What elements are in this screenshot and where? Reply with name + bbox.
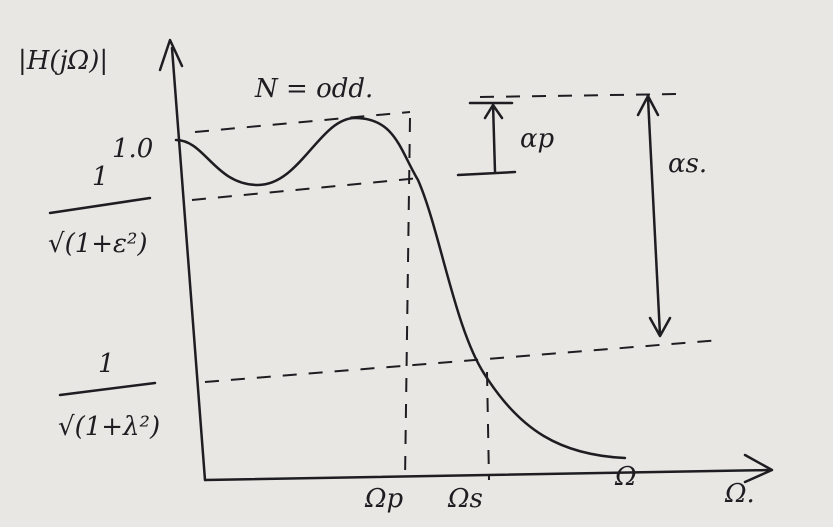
alpha-p: αp <box>520 124 555 154</box>
x-mark: Ωp <box>364 484 404 514</box>
x-mark: Ωs <box>447 484 483 514</box>
diagram: |H(jΩ)| N = odd. 1.0 1 √(1+ε²) 1 √(1+λ²)… <box>0 0 833 527</box>
level-numerator: 1 <box>92 162 109 192</box>
y-label: |H(jΩ)| <box>18 46 108 76</box>
level-denominator: √(1+λ²) <box>58 412 160 442</box>
level-denominator: √(1+ε²) <box>48 229 148 259</box>
level-label: 1.0 <box>112 134 153 164</box>
alpha-s: αs. <box>668 149 707 179</box>
annotation: N = odd. <box>254 74 373 104</box>
x-mark: Ω <box>614 462 637 492</box>
level-numerator: 1 <box>98 349 115 379</box>
paper <box>0 0 833 527</box>
x-label: Ω. <box>724 479 755 509</box>
